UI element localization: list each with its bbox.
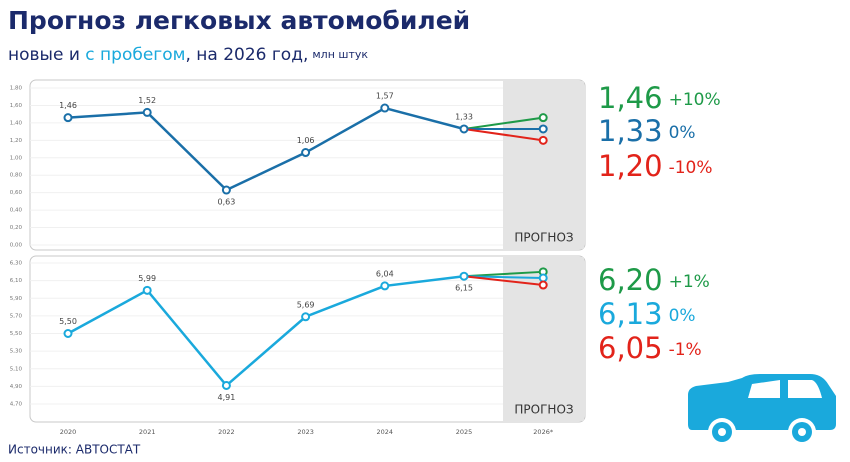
forecast-value: 6,20 xyxy=(598,263,663,297)
y-tick-label: 4,90 xyxy=(10,384,23,390)
forecast-change: 0% xyxy=(669,123,696,143)
forecast-value: 1,46 xyxy=(598,81,663,115)
value-label: 1,46 xyxy=(59,101,77,110)
value-label: 1,52 xyxy=(138,96,156,105)
title: Прогноз легковых автомобилей xyxy=(8,6,470,35)
y-tick-label: 6,30 xyxy=(10,261,23,267)
x-tick-label: 2025 xyxy=(456,428,473,436)
value-label: 5,69 xyxy=(297,300,315,309)
forecast-change: -1% xyxy=(669,340,702,360)
forecast-line xyxy=(463,270,544,278)
point xyxy=(459,124,469,134)
y-tick-label: 1,40 xyxy=(10,120,23,126)
forecast-label: 1,46 +10% xyxy=(598,81,721,115)
forecast-label: 6,05 -1% xyxy=(598,331,702,365)
value-label: 5,50 xyxy=(59,317,77,326)
forecast-line xyxy=(463,128,544,142)
point xyxy=(301,312,311,322)
forecast-annotation: ПРОГНОЗ xyxy=(514,231,573,245)
subtitle-and: и xyxy=(63,45,85,65)
y-tick-label: 5,70 xyxy=(10,313,23,319)
panel xyxy=(29,255,586,423)
forecast-label: 6,20 +1% xyxy=(598,263,710,297)
x-tick-label: 2024 xyxy=(377,428,394,436)
forecast-value: 6,05 xyxy=(598,331,663,365)
car-icon xyxy=(688,374,836,446)
y-tick-label: 1,20 xyxy=(10,138,23,144)
forecast-change: +10% xyxy=(669,90,721,110)
forecast-line xyxy=(463,275,544,279)
y-tick-label: 0,80 xyxy=(10,173,23,179)
forecast-shade xyxy=(503,81,584,249)
y-tick-label: 1,60 xyxy=(10,103,23,109)
forecast-change: +1% xyxy=(669,272,710,292)
point xyxy=(142,107,152,117)
y-tick-label: 0,20 xyxy=(10,225,23,231)
y-tick-label: 4,70 xyxy=(10,402,23,408)
point xyxy=(142,285,152,295)
x-tick-label: 2023 xyxy=(297,428,314,436)
y-tick-label: 0,00 xyxy=(10,243,23,249)
x-tick-label: 2022 xyxy=(218,428,235,436)
series-line xyxy=(67,106,465,192)
x-tick-label: 2020 xyxy=(60,428,77,436)
y-tick-label: 5,30 xyxy=(10,349,23,355)
x-tick-label: 2026* xyxy=(533,428,554,436)
forecast-line xyxy=(463,116,544,130)
y-tick-label: 5,90 xyxy=(10,296,23,302)
point xyxy=(459,271,469,281)
value-label: 1,33 xyxy=(455,112,473,121)
series-line xyxy=(67,274,465,388)
subtitle-used: с пробегом xyxy=(85,45,185,65)
forecast-change: -10% xyxy=(669,158,713,178)
subtitle: новые и с пробегом, на 2026 год, млн штук xyxy=(8,45,368,65)
forecast-point xyxy=(538,135,548,145)
y-tick-label: 1,00 xyxy=(10,155,23,161)
point xyxy=(221,185,231,195)
forecast-label: 1,20 -10% xyxy=(598,149,713,183)
y-tick-label: 1,80 xyxy=(10,86,23,92)
point xyxy=(380,103,390,113)
point xyxy=(221,380,231,390)
subtitle-year: , на 2026 год, xyxy=(185,45,308,65)
value-label: 1,06 xyxy=(297,136,315,145)
forecast-point xyxy=(538,113,548,123)
value-label: 4,91 xyxy=(217,393,235,402)
y-tick-label: 6,10 xyxy=(10,278,23,284)
x-tick-label: 2021 xyxy=(139,428,156,436)
point xyxy=(63,113,73,123)
value-label: 1,57 xyxy=(376,92,394,101)
forecast-point xyxy=(538,273,548,283)
y-tick-label: 5,10 xyxy=(10,366,23,372)
subtitle-unit: млн штук xyxy=(312,48,368,61)
forecast-change: 0% xyxy=(669,306,696,326)
y-tick-label: 0,60 xyxy=(10,190,23,196)
value-label: 0,63 xyxy=(217,198,235,207)
source: Источник: АВТОСТАТ xyxy=(8,443,141,457)
point xyxy=(63,329,73,338)
point xyxy=(301,148,311,158)
forecast-value: 1,33 xyxy=(598,114,663,148)
value-label: 5,99 xyxy=(138,274,156,283)
forecast-point xyxy=(538,124,548,134)
forecast-annotation: ПРОГНОЗ xyxy=(514,403,573,417)
subtitle-new: новые xyxy=(8,45,63,65)
forecast-line xyxy=(463,275,544,287)
value-label: 6,04 xyxy=(376,269,394,278)
forecast-value: 6,13 xyxy=(598,297,663,331)
forecast-point xyxy=(538,280,548,290)
forecast-value: 1,20 xyxy=(598,149,663,183)
point xyxy=(380,281,390,291)
forecast-label: 1,33 0% xyxy=(598,114,696,148)
y-tick-label: 5,50 xyxy=(10,331,23,337)
value-label: 6,15 xyxy=(455,284,473,293)
forecast-label: 6,13 0% xyxy=(598,297,696,331)
y-tick-label: 0,40 xyxy=(10,208,23,214)
